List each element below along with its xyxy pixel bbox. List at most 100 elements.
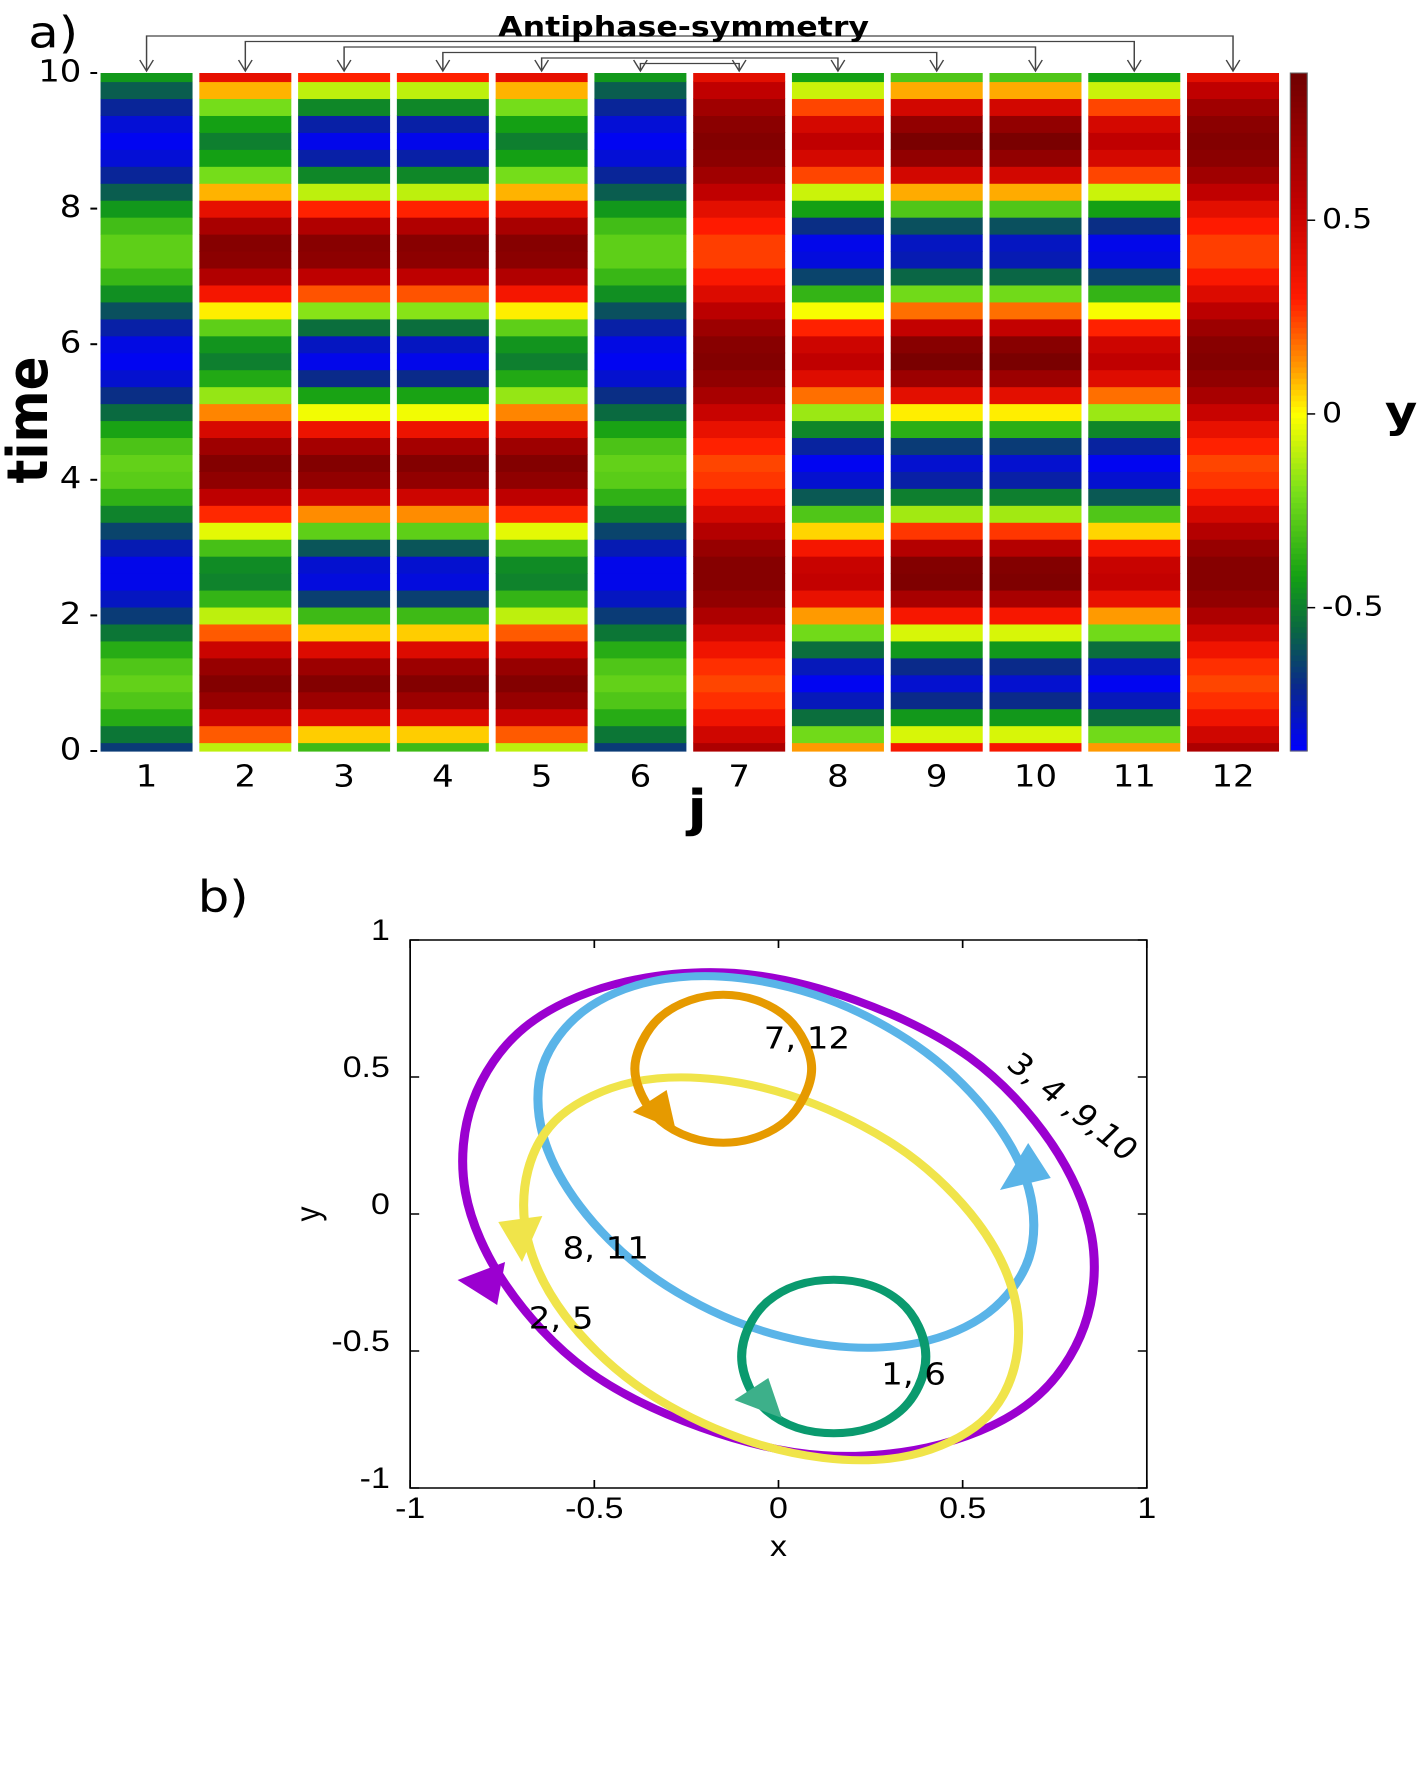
heat-cell <box>199 234 292 252</box>
heat-cell <box>693 98 786 116</box>
heat-cell <box>1187 505 1280 523</box>
heat-cell <box>495 657 588 676</box>
heat-cell <box>1187 234 1280 252</box>
heat-cell <box>100 149 193 167</box>
heat-cell <box>890 149 983 167</box>
colorbar-tick-label: 0.5 <box>1322 203 1372 236</box>
heat-cell <box>199 217 292 235</box>
heat-cell <box>100 505 193 523</box>
heat-cell <box>693 623 786 642</box>
heat-cell <box>594 149 687 167</box>
heat-cell <box>989 284 1082 303</box>
heat-cell <box>1088 674 1181 693</box>
colorbar-segment <box>1290 282 1308 289</box>
antiphase-bracket <box>442 51 938 70</box>
trajectory <box>737 1275 931 1438</box>
heat-cell <box>594 691 687 710</box>
heat-cell <box>693 454 786 472</box>
heat-cell <box>199 335 292 354</box>
colorbar-label: y <box>1385 386 1417 438</box>
bracket-arrowhead <box>139 59 154 73</box>
heat-cell <box>989 267 1082 286</box>
heat-cell <box>890 454 983 472</box>
heat-cell <box>100 556 193 574</box>
heat-cell <box>791 301 884 320</box>
x-tick-label: 12 <box>1211 758 1254 794</box>
heat-cell <box>495 725 588 744</box>
heat-cell <box>298 708 391 727</box>
heat-cell <box>298 539 391 557</box>
heat-cell <box>1187 657 1280 676</box>
heat-cell <box>396 217 489 235</box>
colorbar-segment <box>1290 287 1308 294</box>
heat-cell <box>693 149 786 167</box>
heat-cell <box>890 284 983 303</box>
heat-cell <box>693 403 786 422</box>
colorbar-segment <box>1290 666 1308 673</box>
heat-cell <box>989 674 1082 693</box>
heat-cell <box>100 98 193 116</box>
heat-cell <box>199 437 292 455</box>
heat-cell <box>100 234 193 252</box>
heat-cell <box>298 556 391 574</box>
heat-cell <box>199 200 292 218</box>
y-tick-label: 1 <box>371 913 390 947</box>
heat-cell <box>495 708 588 727</box>
heat-cell <box>693 318 786 337</box>
heat-cell <box>791 640 884 659</box>
arrow <box>734 1378 782 1418</box>
heat-cell <box>298 403 391 422</box>
antiphase-bracket <box>639 62 740 70</box>
heat-cell <box>199 471 292 489</box>
colorbar-segment <box>1290 705 1308 713</box>
heat-cell <box>298 352 391 371</box>
direction-arrows <box>457 1090 1051 1418</box>
colorbar-segment <box>1290 649 1308 656</box>
heat-cell <box>594 166 687 184</box>
heat-cell <box>396 437 489 455</box>
colorbar-segment <box>1290 570 1308 577</box>
heat-cell <box>693 335 786 354</box>
heat-cell <box>594 132 687 150</box>
colorbar-segment <box>1290 202 1308 210</box>
heat-cell <box>890 73 983 83</box>
heat-cell <box>100 81 193 100</box>
heat-cell <box>890 573 983 591</box>
heat-cell <box>890 556 983 574</box>
heat-cell <box>199 352 292 371</box>
heat-cell <box>693 488 786 506</box>
heat-cell <box>1088 539 1181 557</box>
heat-cell <box>791 505 884 523</box>
heat-cell <box>890 437 983 455</box>
heat-cell <box>791 573 884 591</box>
heat-cell <box>495 742 588 752</box>
colorbar-segment <box>1290 434 1308 441</box>
heat-cell <box>298 742 391 752</box>
heat-cell <box>791 250 884 269</box>
heat-cell <box>594 318 687 337</box>
heat-cell <box>100 539 193 557</box>
heat-cell <box>199 606 292 625</box>
heat-cell <box>693 522 786 540</box>
colorbar-segment <box>1290 632 1308 639</box>
colorbar-segment <box>1290 349 1308 357</box>
y-tick-label: 6 <box>60 325 82 361</box>
heat-cell <box>693 267 786 286</box>
heat-cell <box>791 166 884 184</box>
heat-cell <box>693 132 786 150</box>
colorbar-segment <box>1290 626 1308 633</box>
heat-cell <box>693 657 786 676</box>
heat-cell <box>396 98 489 116</box>
heat-cell <box>495 98 588 116</box>
colorbar-segment <box>1290 536 1308 543</box>
heat-cell <box>693 200 786 218</box>
y-tick-label: 0 <box>60 731 82 767</box>
colorbar-segment <box>1290 609 1308 616</box>
heat-cell <box>298 691 391 710</box>
heat-cell <box>1187 318 1280 337</box>
heat-cell <box>1088 657 1181 676</box>
heat-cell <box>890 505 983 523</box>
heat-cell <box>1088 623 1181 642</box>
x-axis-label: j <box>685 779 706 838</box>
heat-cell <box>890 217 983 235</box>
